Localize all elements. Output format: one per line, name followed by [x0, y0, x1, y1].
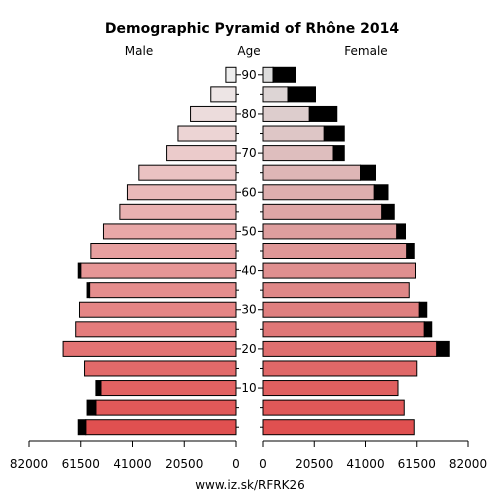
age-tick-label: 80: [241, 107, 256, 121]
age-label: Age: [237, 44, 260, 58]
female-bar-50-54: [262, 223, 398, 240]
female-excess-20-24: [436, 340, 450, 357]
male-excess-5-9: [86, 399, 97, 416]
female-bar-75-79: [262, 125, 325, 142]
male-x-tick-label: 82000: [10, 457, 48, 471]
female-bar-70-74: [262, 145, 334, 162]
male-bar-10-14: [100, 380, 237, 397]
age-tick-label: 30: [241, 303, 256, 317]
age-tick-label: 70: [241, 146, 256, 160]
female-bar-10-14: [262, 380, 399, 397]
female-bar-35-39: [262, 282, 410, 299]
female-bar-45-49: [262, 243, 408, 259]
female-bar-20-24: [262, 340, 438, 357]
female-bar-85-89: [262, 86, 289, 103]
male-bar-90+: [225, 66, 237, 83]
footer-text: www.iz.sk/RFRK26: [195, 478, 305, 492]
age-tick-label: 10: [241, 381, 256, 395]
male-bar-55-59: [119, 203, 237, 220]
female-excess-85-89: [287, 86, 316, 103]
age-tick-label: 90: [241, 68, 256, 82]
male-bar-5-9: [95, 399, 237, 416]
female-label: Female: [344, 44, 387, 58]
female-bars: [262, 66, 450, 436]
female-x-tick-label: 82000: [449, 457, 487, 471]
female-bar-65-69: [262, 164, 361, 181]
male-bar-25-29: [75, 321, 237, 338]
female-x-tick-label: 20500: [295, 457, 333, 471]
age-tick-label: 20: [241, 342, 256, 356]
male-bar-60-64: [126, 184, 237, 201]
male-excess-35-39: [86, 282, 91, 299]
male-bar-35-39: [89, 282, 237, 299]
male-bar-0-4: [85, 419, 237, 436]
axes: 82000 61500 41000 20500 0 0 20500 41000 61500 820…: [10, 68, 487, 471]
female-bar-30-34: [262, 301, 420, 318]
male-x-tick-label: 41000: [113, 457, 151, 471]
female-bar-60-64: [262, 184, 375, 201]
female-x-tick-label: 0: [259, 457, 267, 471]
female-bar-90+: [262, 66, 274, 83]
male-bar-80-84: [190, 105, 237, 122]
male-bar-45-49: [90, 243, 237, 259]
male-bars: [62, 66, 237, 436]
age-tick-label: 60: [241, 185, 256, 199]
female-excess-30-34: [418, 301, 428, 318]
male-label: Male: [125, 44, 153, 58]
female-excess-55-59: [381, 203, 395, 220]
age-tick-label: 40: [241, 264, 256, 278]
age-tick-label: 50: [241, 224, 256, 238]
female-excess-60-64: [373, 184, 389, 201]
female-excess-70-74: [332, 145, 345, 162]
male-bar-75-79: [177, 125, 237, 142]
chart-title: Demographic Pyramid of Rhône 2014: [105, 21, 399, 37]
male-excess-40-44: [77, 262, 82, 279]
female-excess-75-79: [323, 125, 345, 142]
female-excess-90+: [272, 66, 296, 83]
male-x-tick-label: 20500: [165, 457, 203, 471]
male-bar-50-54: [102, 223, 237, 240]
male-x-tick-label: 61500: [62, 457, 100, 471]
female-bar-55-59: [262, 203, 383, 220]
female-bar-5-9: [262, 399, 405, 416]
male-bar-65-69: [138, 164, 237, 181]
female-excess-65-69: [360, 164, 376, 181]
male-excess-10-14: [95, 380, 102, 397]
female-x-tick-label: 41000: [346, 457, 384, 471]
male-bar-85-89: [210, 86, 237, 103]
female-bar-0-4: [262, 419, 415, 436]
female-x-tick-label: 61500: [398, 457, 436, 471]
male-excess-0-4: [77, 419, 87, 436]
female-bar-15-19: [262, 360, 418, 377]
female-excess-45-49: [406, 243, 415, 259]
female-excess-25-29: [423, 321, 433, 338]
male-bar-40-44: [80, 262, 237, 279]
female-excess-80-84: [308, 105, 338, 122]
female-excess-50-54: [396, 223, 406, 240]
male-bar-20-24: [62, 340, 237, 357]
female-bar-25-29: [262, 321, 425, 338]
male-bar-70-74: [166, 145, 237, 162]
female-bar-40-44: [262, 262, 416, 279]
male-bar-30-34: [78, 301, 237, 318]
female-bar-80-84: [262, 105, 310, 122]
male-bar-15-19: [84, 360, 237, 377]
male-x-tick-label: 0: [232, 457, 240, 471]
